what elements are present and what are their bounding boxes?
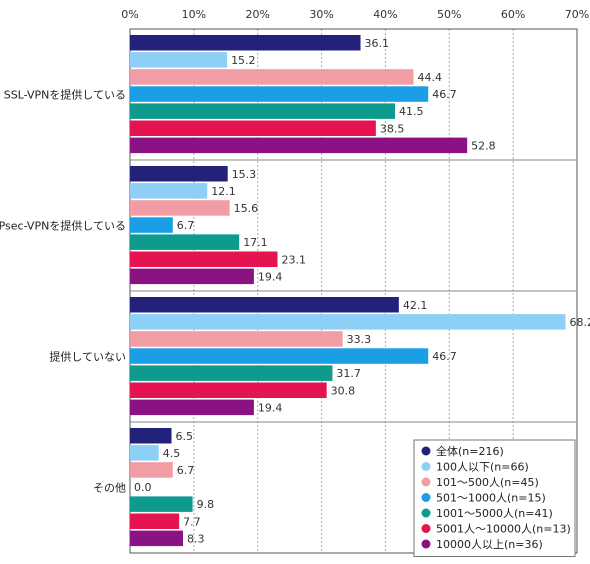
data-label: 46.7 — [432, 88, 457, 101]
x-tick-label: 0% — [121, 8, 138, 21]
data-label: 6.5 — [176, 430, 194, 443]
x-tick-label: 40% — [373, 8, 397, 21]
data-label: 44.4 — [418, 71, 443, 84]
data-label: 0.0 — [134, 481, 152, 494]
legend-label: 1001～5000人(n=41) — [436, 507, 553, 520]
bar — [130, 268, 254, 285]
data-label: 15.2 — [231, 54, 256, 67]
bar — [130, 297, 399, 313]
x-axis-ticks: 0% 10% 20% 30% 40% 50% 60% 70% — [121, 8, 589, 21]
bar — [130, 166, 228, 182]
data-labels: 36.1 15.2 44.4 46.7 41.5 38.5 52.8 15.3 12.1 15.6… — [134, 37, 590, 546]
legend-label: 501～1000人(n=15) — [436, 492, 546, 505]
bar — [130, 251, 278, 267]
data-label: 42.1 — [403, 299, 428, 312]
bar — [130, 86, 429, 102]
category-label: IPsec-VPNを提供している — [0, 219, 126, 233]
data-label: 15.6 — [234, 202, 258, 215]
legend-marker — [421, 493, 431, 502]
bar — [130, 103, 396, 119]
category-label: 提供していない — [49, 350, 126, 364]
bar — [130, 200, 230, 216]
data-label: 15.3 — [232, 168, 256, 181]
bar — [130, 183, 208, 199]
bar — [130, 217, 173, 233]
bar-series — [130, 35, 566, 547]
bar — [130, 428, 172, 444]
x-tick-label: 60% — [501, 8, 525, 21]
category-label: その他 — [93, 482, 126, 495]
bar — [130, 331, 343, 347]
data-label: 52.8 — [471, 139, 496, 152]
legend-marker — [421, 539, 431, 549]
bar — [130, 399, 254, 416]
bar — [130, 462, 173, 478]
data-label: 33.3 — [347, 333, 372, 346]
legend-label: 10000人以上(n=36) — [436, 538, 543, 551]
data-label: 17.1 — [243, 236, 268, 249]
category-label: SSL-VPNを提供している — [4, 88, 126, 102]
data-label: 7.7 — [183, 515, 201, 528]
data-label: 23.1 — [282, 253, 307, 266]
legend-box — [413, 439, 576, 557]
legend-marker — [421, 477, 431, 487]
bar — [130, 445, 159, 461]
bar — [130, 234, 240, 250]
data-label: 31.7 — [336, 367, 361, 380]
data-label: 6.7 — [177, 464, 195, 477]
data-label: 46.7 — [432, 350, 457, 363]
data-label: 6.7 — [177, 219, 195, 232]
legend-marker — [421, 524, 431, 533]
data-label: 41.5 — [399, 105, 424, 118]
bar — [130, 52, 228, 68]
data-label: 9.8 — [197, 498, 215, 511]
legend-marker — [421, 508, 431, 518]
bar — [130, 35, 361, 51]
legend-label: 101～500人(n=45) — [436, 476, 539, 489]
data-label: 19.4 — [258, 270, 283, 283]
bar — [130, 137, 468, 154]
legend-label: 5001人～10000人(n=13) — [436, 523, 571, 536]
x-tick-label: 20% — [245, 8, 269, 21]
legend-label: 100人以下(n=66) — [436, 461, 529, 474]
legend-marker — [421, 462, 431, 471]
data-label: 38.5 — [380, 122, 405, 135]
bar — [130, 314, 566, 330]
data-label: 30.8 — [331, 384, 356, 397]
x-tick-label: 70% — [565, 8, 589, 21]
bar — [130, 365, 333, 381]
data-label: 8.3 — [187, 532, 205, 545]
data-label: 4.5 — [163, 447, 181, 460]
legend: 全体(n=216) 100人以下(n=66) 101～500人(n=45) 501～1… — [413, 439, 576, 557]
bar — [130, 69, 414, 85]
data-label: 68.2 — [570, 316, 590, 329]
bar — [130, 382, 327, 398]
bar — [130, 513, 180, 529]
legend-label: 全体(n=216) — [436, 444, 504, 458]
bar — [130, 120, 376, 136]
data-label: 12.1 — [211, 185, 236, 198]
x-tick-label: 10% — [182, 8, 206, 21]
data-label: 36.1 — [365, 37, 390, 50]
legend-marker — [421, 446, 431, 456]
data-label: 19.4 — [258, 401, 283, 414]
bar — [130, 496, 193, 512]
x-tick-label: 30% — [309, 8, 333, 21]
bar — [130, 530, 184, 547]
x-tick-label: 50% — [437, 8, 461, 21]
bar — [130, 348, 429, 364]
